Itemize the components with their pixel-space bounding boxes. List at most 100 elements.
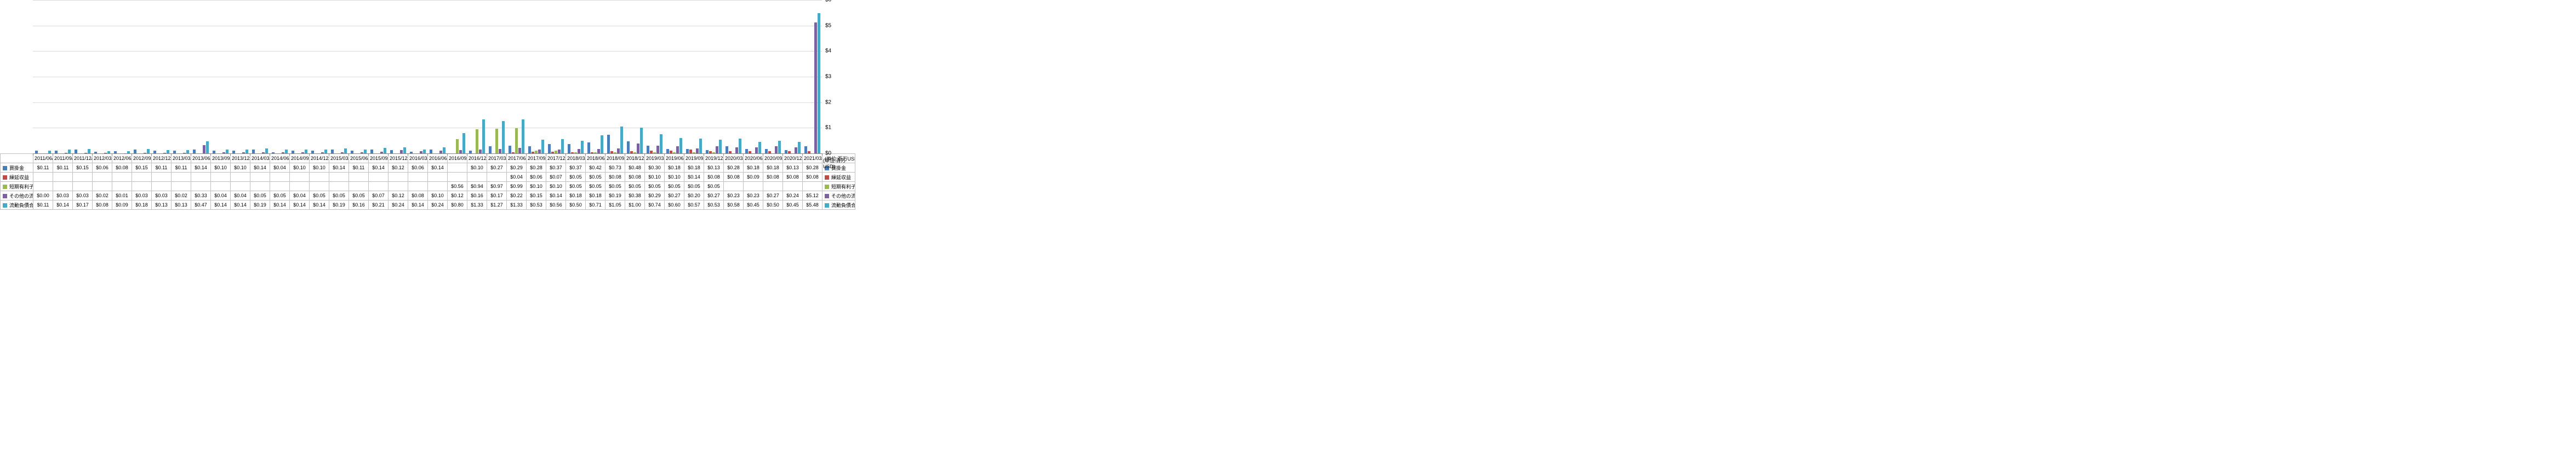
bar bbox=[755, 147, 758, 153]
data-cell: $0.73 bbox=[606, 163, 625, 173]
bar bbox=[384, 148, 386, 153]
data-cell bbox=[724, 182, 744, 191]
bar bbox=[706, 150, 709, 153]
data-cell: $0.05 bbox=[566, 173, 586, 182]
y-tick-label: $3 bbox=[825, 74, 831, 80]
data-cell: $0.08 bbox=[625, 173, 645, 182]
legend-swatch bbox=[825, 203, 829, 208]
data-cell bbox=[93, 182, 112, 191]
data-cell bbox=[783, 182, 803, 191]
data-cell bbox=[231, 173, 250, 182]
bar bbox=[587, 142, 590, 153]
data-cell bbox=[408, 182, 428, 191]
bar bbox=[591, 152, 593, 153]
data-cell: $0.14 bbox=[428, 163, 448, 173]
data-cell: $5.48 bbox=[803, 200, 823, 210]
legend-swatch bbox=[3, 166, 7, 170]
data-cell: $0.14 bbox=[546, 191, 566, 200]
data-cell: $0.10 bbox=[665, 173, 684, 182]
data-cell: $0.05 bbox=[310, 191, 329, 200]
data-cell: $0.11 bbox=[33, 163, 53, 173]
data-cell: $0.28 bbox=[527, 163, 546, 173]
data-cell: $0.14 bbox=[191, 163, 211, 173]
data-cell: $0.19 bbox=[329, 200, 349, 210]
table-row: 流動負債合計$0.11$0.14$0.17$0.08$0.09$0.18$0.1… bbox=[1, 200, 855, 210]
bar bbox=[808, 151, 810, 153]
bar bbox=[814, 22, 817, 153]
data-cell: $0.13 bbox=[172, 200, 191, 210]
legend-swatch bbox=[3, 185, 7, 189]
data-cell bbox=[487, 173, 507, 182]
bar bbox=[666, 149, 669, 153]
data-cell: $0.05 bbox=[270, 191, 290, 200]
data-cell bbox=[290, 173, 310, 182]
data-cell bbox=[172, 173, 191, 182]
data-cell: $0.56 bbox=[448, 182, 467, 191]
bar bbox=[75, 150, 77, 153]
bar bbox=[716, 146, 718, 153]
data-cell: $0.15 bbox=[132, 163, 152, 173]
bar bbox=[614, 152, 616, 153]
data-cell bbox=[250, 173, 270, 182]
data-cell: $0.14 bbox=[369, 163, 389, 173]
data-cell: $0.21 bbox=[369, 200, 389, 210]
series-name: その他の流動負債 bbox=[831, 193, 855, 199]
data-cell: $0.37 bbox=[566, 163, 586, 173]
data-cell: $0.18 bbox=[132, 200, 152, 210]
data-cell bbox=[408, 173, 428, 182]
bar bbox=[778, 141, 781, 153]
category-label: 2018/03/31 bbox=[566, 154, 586, 163]
data-cell: $0.97 bbox=[487, 182, 507, 191]
bar bbox=[462, 133, 465, 153]
bar bbox=[696, 148, 699, 153]
data-cell bbox=[428, 173, 448, 182]
table-row: その他の流動負債$0.00$0.03$0.03$0.02$0.01$0.03$0… bbox=[1, 191, 855, 200]
bar bbox=[173, 151, 176, 153]
category-label: 2019/09/30 bbox=[684, 154, 704, 163]
bar bbox=[226, 150, 229, 153]
data-cell: $0.22 bbox=[507, 191, 527, 200]
category-label: 2014/09/30 bbox=[290, 154, 310, 163]
series-name-cell: その他の流動負債 bbox=[1, 191, 33, 200]
bar bbox=[114, 151, 117, 153]
data-cell: $0.14 bbox=[329, 163, 349, 173]
data-cell: $0.23 bbox=[744, 191, 763, 200]
data-cell: $0.05 bbox=[665, 182, 684, 191]
legend-swatch bbox=[825, 194, 829, 198]
bar bbox=[390, 150, 393, 153]
data-cell: $0.37 bbox=[546, 163, 566, 173]
bar bbox=[193, 150, 196, 153]
data-cell: $0.05 bbox=[586, 173, 606, 182]
category-label: 2021/03/31 bbox=[803, 154, 823, 163]
bar bbox=[617, 148, 620, 153]
table-row: 繰延収益$0.04$0.06$0.07$0.05$0.05$0.08$0.08$… bbox=[1, 173, 855, 182]
bar bbox=[568, 144, 570, 153]
data-cell: $0.15 bbox=[73, 163, 93, 173]
data-cell bbox=[369, 182, 389, 191]
data-cell: $0.00 bbox=[33, 191, 53, 200]
data-cell: $0.02 bbox=[172, 191, 191, 200]
data-cell: $0.12 bbox=[448, 191, 467, 200]
data-cell: $0.18 bbox=[566, 191, 586, 200]
data-cell: $0.05 bbox=[250, 191, 270, 200]
bar bbox=[818, 13, 820, 153]
bar bbox=[292, 151, 294, 153]
category-label: 2011/12/31 bbox=[73, 154, 93, 163]
category-label: 2019/12/31 bbox=[704, 154, 724, 163]
category-label: 2014/03/31 bbox=[250, 154, 270, 163]
data-cell: $0.18 bbox=[763, 163, 783, 173]
category-label: 2013/06/30 bbox=[191, 154, 211, 163]
bar bbox=[459, 150, 462, 153]
y-tick-label: $1 bbox=[825, 125, 831, 131]
bar bbox=[726, 146, 728, 153]
bar bbox=[745, 149, 748, 153]
bar bbox=[400, 150, 403, 153]
data-cell bbox=[369, 173, 389, 182]
data-cell bbox=[270, 173, 290, 182]
category-label: 2017/03/31 bbox=[487, 154, 507, 163]
bar bbox=[245, 150, 248, 153]
data-cell: $0.05 bbox=[606, 182, 625, 191]
data-cell: $0.02 bbox=[93, 191, 112, 200]
bar bbox=[186, 150, 189, 153]
data-cell: $0.05 bbox=[349, 191, 369, 200]
